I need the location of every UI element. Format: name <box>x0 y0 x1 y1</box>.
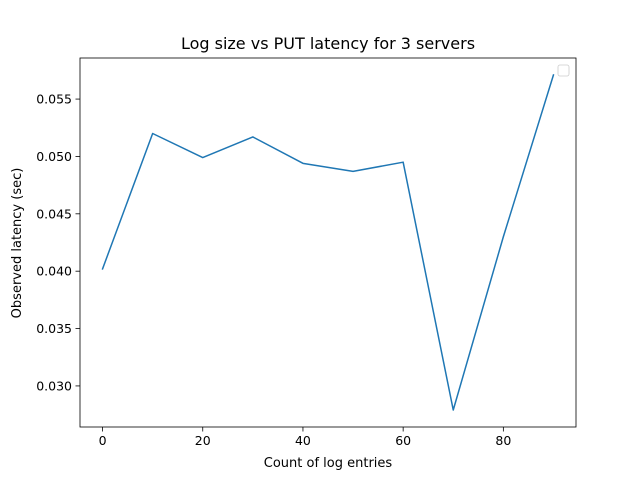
y-axis-label: Observed latency (sec) <box>10 168 25 319</box>
y-tick-label: 0.035 <box>36 321 72 336</box>
y-tick-label: 0.030 <box>36 378 72 393</box>
plot-area: 0 20 40 60 80 0.030 0.035 0.040 0.045 0.050 0.055 <box>36 57 577 448</box>
x-tick-label: 0 <box>99 433 107 448</box>
legend-box <box>557 64 570 77</box>
chart-title: Log size vs PUT latency for 3 servers <box>181 34 475 53</box>
x-tick-label: 60 <box>395 433 411 448</box>
x-tick-label: 80 <box>495 433 511 448</box>
axes-frame <box>79 57 577 428</box>
y-tick-label: 0.040 <box>36 264 72 279</box>
series-line-1 <box>101 74 555 411</box>
y-tick-label: 0.055 <box>36 92 72 107</box>
x-tick-label: 20 <box>195 433 211 448</box>
x-tick-label: 40 <box>295 433 311 448</box>
x-axis-label: Count of log entries <box>264 456 393 471</box>
y-tick-label: 0.050 <box>36 149 72 164</box>
y-tick-label: 0.045 <box>36 206 72 221</box>
